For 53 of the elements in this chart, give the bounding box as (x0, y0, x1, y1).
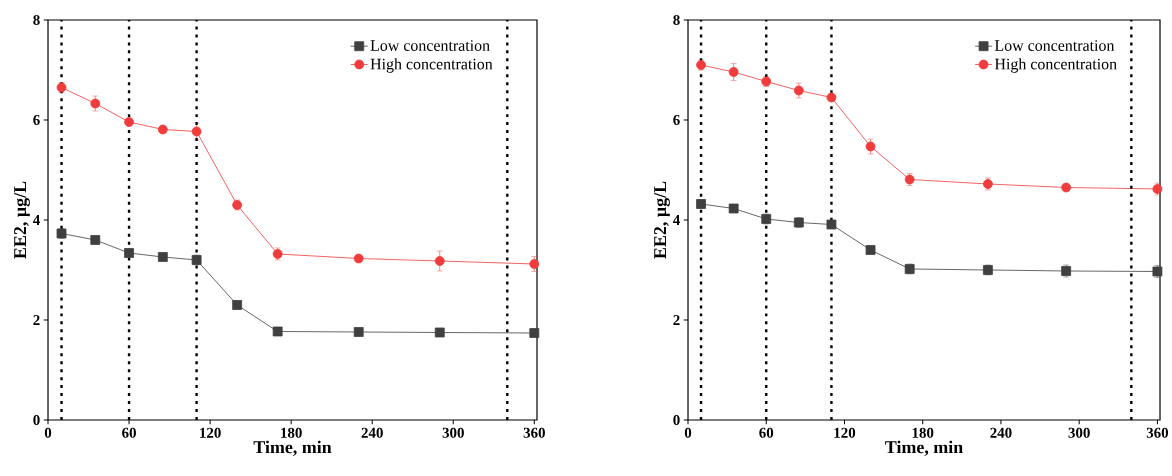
y-tick-label: 4 (672, 215, 680, 225)
point (728, 203, 739, 214)
point (826, 219, 837, 230)
x-tick-label: 0 (684, 427, 692, 438)
x-axis-title: Time, min (885, 440, 963, 456)
x-tick-label: 300 (1068, 427, 1090, 438)
point (434, 327, 445, 338)
x-tick-label: 0 (44, 427, 52, 438)
point (272, 326, 283, 337)
point (696, 199, 706, 209)
x-tick-label: 360 (523, 427, 545, 438)
x-tick-label: 240 (361, 427, 383, 438)
x-tick-label: 120 (834, 427, 856, 438)
point (124, 117, 134, 127)
x-tick-label: 240 (990, 427, 1012, 438)
x-tick-label: 60 (759, 427, 774, 438)
point (232, 300, 243, 310)
point (434, 256, 445, 266)
y-axis-title: EE2, µg/L (14, 181, 30, 259)
x-tick-label: 180 (912, 427, 934, 438)
x-tick-label: 360 (1146, 427, 1169, 438)
x-tick-label: 180 (281, 427, 302, 438)
point (157, 252, 168, 262)
point (157, 124, 168, 135)
y-tick-label: 4 (32, 215, 40, 225)
point (793, 85, 804, 96)
point (728, 67, 739, 77)
x-tick-label: 60 (122, 427, 136, 438)
point (353, 327, 364, 337)
y-tick-label: 2 (673, 315, 680, 325)
y-tick-label: 8 (673, 14, 680, 26)
legend-label: High concentration (994, 58, 1117, 73)
point (529, 328, 540, 338)
y-tick-label: 8 (33, 14, 40, 26)
point (124, 248, 134, 258)
x-tick-label: 300 (442, 427, 464, 438)
legend-label: Low concentration (370, 40, 490, 51)
point (1061, 182, 1072, 193)
y-tick-label: 2 (33, 315, 40, 325)
x-tick-label: 120 (200, 427, 221, 438)
y-tick-label: 6 (33, 114, 40, 126)
y-tick-label: 0 (33, 414, 40, 426)
point (865, 141, 876, 152)
legend-label: Low concentration (994, 40, 1115, 51)
point (90, 235, 101, 245)
x-axis-title: Time, min (253, 440, 332, 456)
y-tick-label: 0 (673, 414, 680, 426)
point (353, 253, 364, 264)
point (865, 245, 876, 255)
y-axis-title: EE2, µg/L (654, 181, 670, 259)
y-tick-label: 6 (673, 114, 680, 126)
legend-label: High concentration (370, 58, 493, 73)
point (191, 126, 202, 137)
